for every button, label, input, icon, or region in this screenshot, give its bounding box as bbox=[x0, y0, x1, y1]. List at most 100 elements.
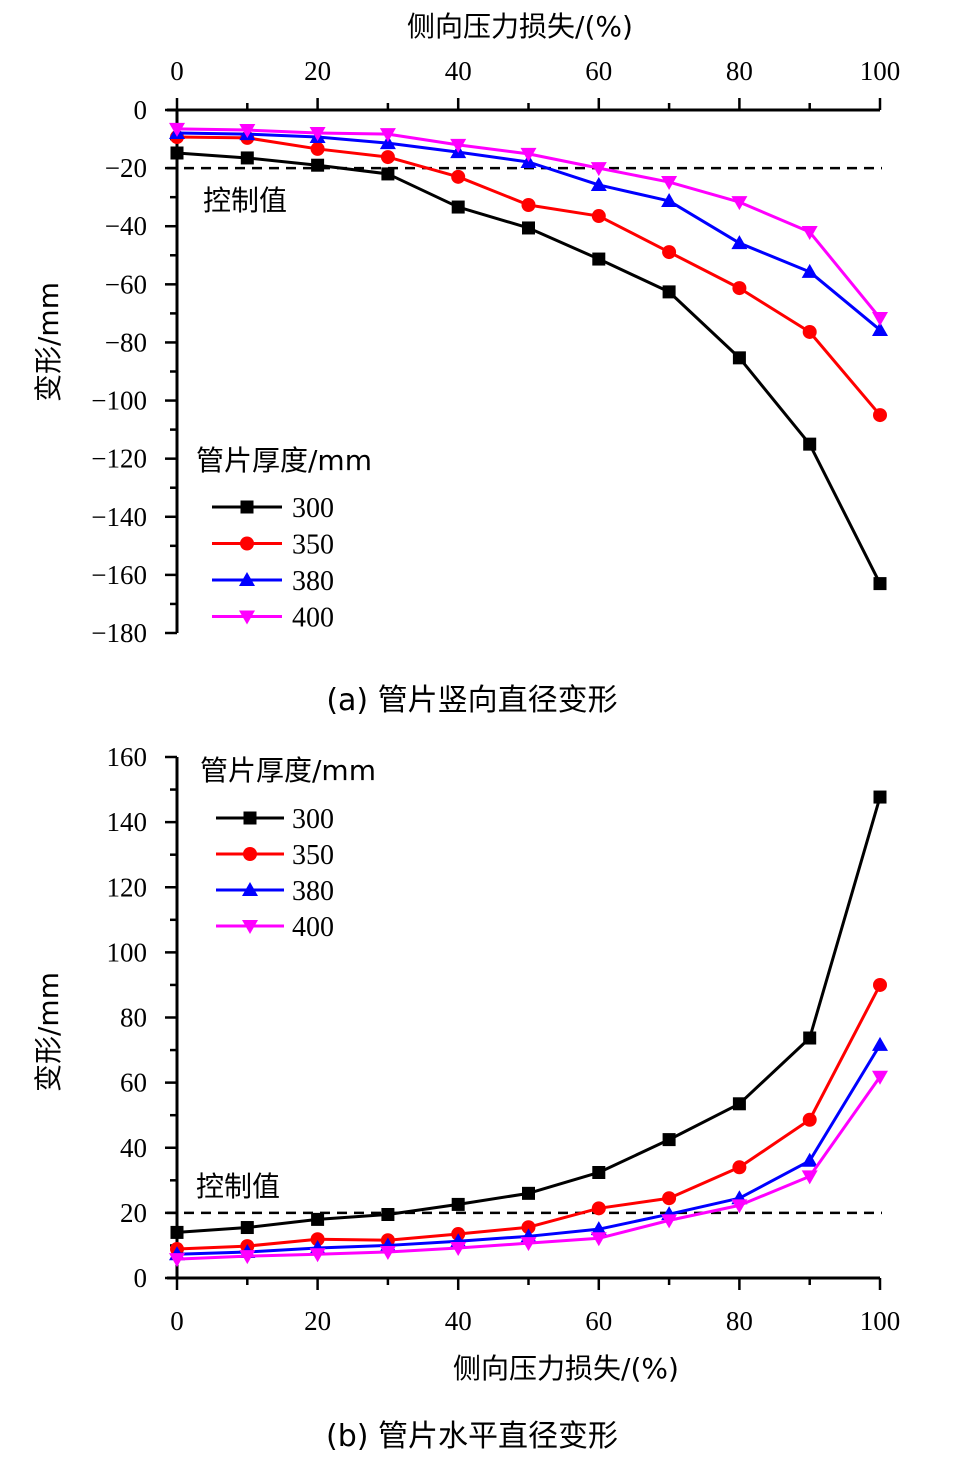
panel-b-legend-label-400: 400 bbox=[292, 912, 334, 943]
panel-b-y-tick-label: 60 bbox=[120, 1068, 147, 1098]
panel-a-y-tick-label: −80 bbox=[105, 327, 147, 357]
panel-a-control-value-label: 控制值 bbox=[203, 184, 287, 217]
panel-b-series-300-point bbox=[240, 1221, 254, 1235]
panel-b-x-tick-label: 0 bbox=[170, 1306, 184, 1336]
panel-b-series-380-point bbox=[872, 1036, 888, 1051]
panel-a-x-tick-label: 80 bbox=[726, 56, 753, 86]
panel-b-y-tick-label: 80 bbox=[120, 1003, 147, 1033]
panel-a-y-tick-label: −160 bbox=[91, 560, 147, 590]
panel-b-series-380-point bbox=[590, 1221, 607, 1236]
panel-a-x-axis-title: 侧向压力损失/(%) bbox=[407, 10, 633, 43]
panel-b-y-tick-label: 0 bbox=[134, 1263, 148, 1293]
panel-a-legend: 管片厚度/mm 300 350 380 400 bbox=[196, 444, 372, 634]
panel-a-series-400 bbox=[169, 122, 888, 327]
panel-b-series-380-point bbox=[801, 1152, 818, 1167]
panel-b-legend-label-380: 380 bbox=[292, 876, 334, 907]
panel-b-legend-entry-400: 400 bbox=[216, 912, 334, 943]
panel-a-x-tick-label: 100 bbox=[860, 56, 901, 86]
panel-a-legend-marker-300 bbox=[240, 500, 254, 514]
panel-a-series-400-point bbox=[309, 126, 326, 141]
panel-b-control-value-label: 控制值 bbox=[196, 1170, 280, 1203]
panel-b-series-350-point bbox=[732, 1160, 747, 1175]
panel-b-series-400-point bbox=[590, 1232, 607, 1247]
panel-a-legend-entry-380: 380 bbox=[212, 566, 334, 597]
panel-a-series-300-point bbox=[592, 252, 606, 266]
panel-b-series bbox=[169, 790, 888, 1268]
panel-a-series-300-point bbox=[451, 200, 465, 214]
panel-b-legend-marker-400 bbox=[242, 920, 258, 934]
panel-a-x-tick-label: 40 bbox=[445, 56, 472, 86]
panel-a-series-300-point bbox=[381, 167, 395, 181]
panel-b-legend: 管片厚度/mm 300 350 380 400 bbox=[200, 754, 376, 943]
panel-a-y-tick-label: −100 bbox=[91, 386, 147, 416]
panel-b-y-tick-label: 140 bbox=[107, 807, 148, 837]
panel-b-x-tick-label: 100 bbox=[860, 1306, 901, 1336]
panel-a-series-380-point bbox=[661, 192, 678, 207]
panel-a-series-350-point bbox=[732, 281, 747, 296]
panel-a-series-400-point bbox=[590, 162, 607, 177]
panel-a-legend-entry-350: 350 bbox=[212, 530, 334, 561]
panel-a-series-300-point bbox=[732, 351, 746, 365]
panel-a-series-380-point bbox=[801, 263, 818, 278]
panel-b-series-300-point bbox=[311, 1212, 325, 1226]
panel-b-series-400-point bbox=[801, 1170, 818, 1185]
panel-b-series-300-point bbox=[170, 1225, 184, 1239]
panel-b-x-tick-label: 60 bbox=[585, 1306, 612, 1336]
panel-b-series-350-point bbox=[873, 977, 887, 992]
panel-a-legend-label-380: 380 bbox=[292, 566, 334, 597]
panel-a-series-380-point bbox=[590, 176, 607, 191]
panel-b-legend-marker-300 bbox=[243, 811, 257, 825]
panel-a-series-300-point bbox=[803, 437, 817, 451]
panel-b-series-300-point bbox=[803, 1031, 817, 1045]
panel-a-series-400-point bbox=[731, 196, 748, 211]
panel-b-y-tick-label: 40 bbox=[120, 1133, 147, 1163]
panel-b-series-300-point bbox=[381, 1208, 395, 1222]
panel-a-series-350-point bbox=[310, 141, 325, 156]
panel-b-legend-entry-380: 380 bbox=[216, 876, 334, 907]
panel-b-y-axis-title: 变形/mm bbox=[32, 972, 65, 1092]
panel-a-series-300-point bbox=[240, 151, 254, 165]
panel-b-legend-label-350: 350 bbox=[292, 840, 334, 871]
panel-b-horizontal-diameter-chart: 变形/mm 0 20 40 60 80 100020406080100120140160 … bbox=[32, 742, 900, 1454]
panel-b-series-350 bbox=[170, 977, 887, 1257]
panel-b-series-350-point bbox=[802, 1112, 817, 1127]
panel-a-series-380-point bbox=[379, 135, 396, 150]
panel-b-x-axis-title: 侧向压力损失/(%) bbox=[453, 1352, 679, 1385]
panel-a-series-300-point bbox=[170, 146, 184, 160]
panel-b-series-350-point bbox=[310, 1232, 325, 1247]
panel-b-series-300-line bbox=[176, 796, 882, 1234]
panel-a-y-tick-label: −40 bbox=[105, 211, 147, 241]
panel-a-series-350-point bbox=[380, 150, 395, 165]
panel-a-legend-label-400: 400 bbox=[292, 603, 334, 634]
panel-a-series-400-point bbox=[450, 138, 467, 153]
panel-b-series-300 bbox=[170, 790, 887, 1239]
panel-a-series-400-point bbox=[239, 124, 256, 139]
panel-a-series-300-point bbox=[311, 158, 325, 172]
panel-a-series-350 bbox=[170, 130, 887, 423]
panel-b-x-tick-label: 40 bbox=[445, 1306, 472, 1336]
panel-b-y-tick-label: 160 bbox=[107, 742, 148, 772]
panel-a-series-300 bbox=[170, 146, 887, 591]
panel-b-legend-marker-350 bbox=[243, 847, 257, 861]
panel-a-series-400-point bbox=[872, 312, 888, 327]
panel-a-legend-marker-380 bbox=[239, 572, 255, 586]
panel-a-y-tick-label: −180 bbox=[91, 618, 147, 648]
panel-b-series-300-point bbox=[522, 1186, 535, 1200]
panel-a-series-400-point bbox=[169, 122, 185, 137]
panel-a-legend-entry-300: 300 bbox=[212, 493, 334, 524]
panel-b-x-tick-label: 20 bbox=[304, 1306, 331, 1336]
panel-a-series-400-point bbox=[379, 128, 396, 143]
panel-b-legend-marker-380 bbox=[242, 882, 258, 896]
panel-a-series-400-point bbox=[661, 176, 678, 191]
panel-b-y-tick-label: 100 bbox=[107, 937, 148, 967]
panel-a-y-tick-label: −120 bbox=[91, 444, 147, 474]
panel-b-legend-entry-300: 300 bbox=[216, 804, 334, 835]
panel-b-legend-entry-350: 350 bbox=[216, 840, 334, 871]
panel-a-series-380-point bbox=[872, 321, 888, 336]
panel-b-series-400-point bbox=[520, 1237, 537, 1252]
panel-a-y-tick-label: 0 bbox=[134, 95, 148, 125]
panel-b-legend-title: 管片厚度/mm bbox=[200, 754, 376, 787]
panel-a-legend-title: 管片厚度/mm bbox=[196, 444, 372, 477]
panel-b-series-350-point bbox=[521, 1220, 536, 1235]
panel-a-series-300-point bbox=[873, 577, 887, 591]
